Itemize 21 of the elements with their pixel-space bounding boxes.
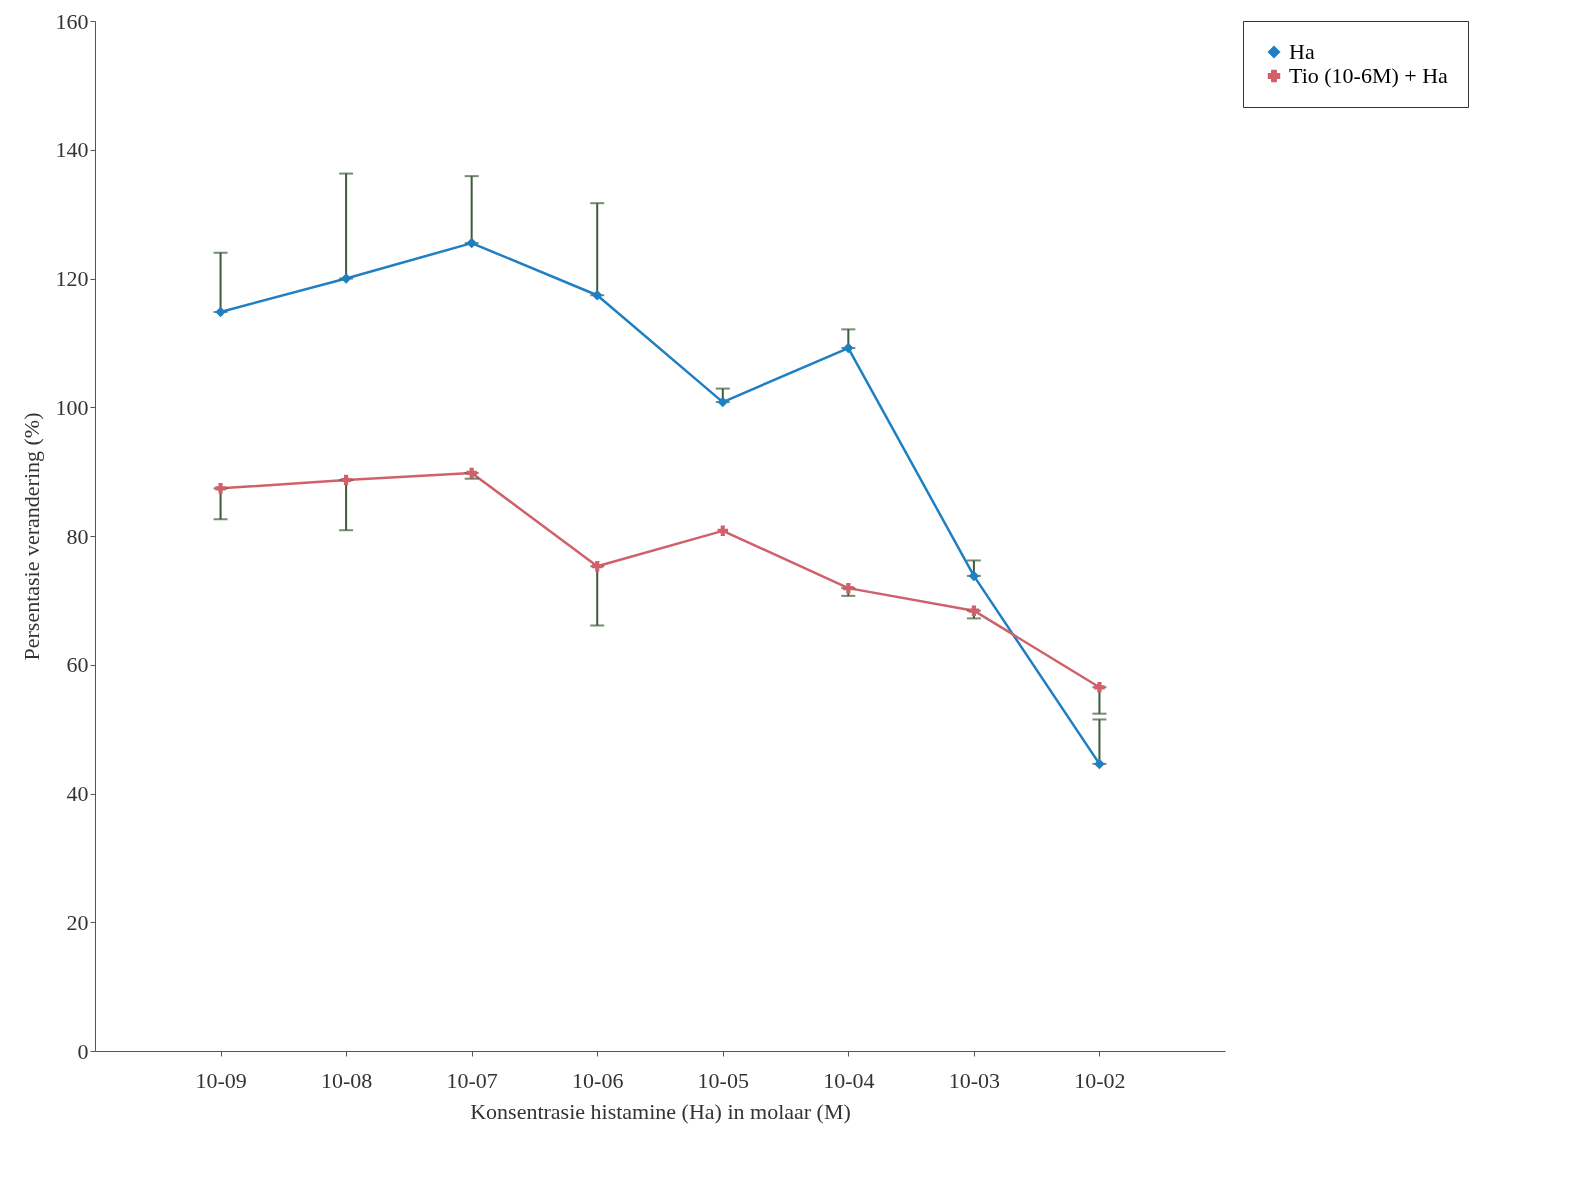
y-tick-label: 100 [55,394,89,420]
x-tick-label: 10-03 [948,1067,1001,1093]
y-axis-title: Persentasie verandering (%) [18,412,44,661]
x-axis-title: Konsentrasie histamine (Ha) in molaar (M) [470,1098,851,1124]
legend-label: Ha [1289,39,1315,64]
legend-label: Tio (10-6M) + Ha [1289,63,1449,88]
y-tick-label: 80 [66,523,89,549]
y-tick-label: 20 [66,909,89,935]
x-tick-label: 10-09 [195,1067,247,1093]
x-tick-label: 10-05 [697,1067,749,1093]
y-tick-label: 40 [66,781,89,806]
x-tick-label: 10-04 [823,1067,875,1093]
x-tick-label: 10-02 [1074,1067,1126,1093]
y-tick-label: 60 [66,652,89,678]
y-tick-label: 120 [55,266,89,291]
y-tick-label: 160 [55,8,89,34]
y-tick-label: 0 [77,1038,89,1064]
y-tick-label: 140 [55,137,89,163]
x-tick-label: 10-08 [320,1067,373,1093]
x-tick-label: 10-06 [572,1067,624,1093]
x-tick-label: 10-07 [446,1067,498,1093]
